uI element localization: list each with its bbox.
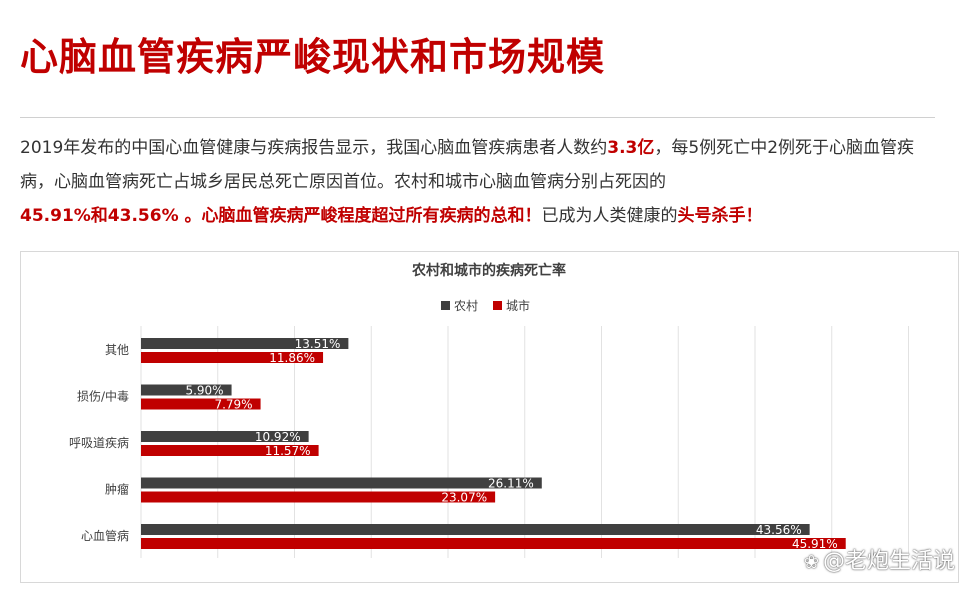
divider: [20, 117, 935, 118]
bar-rural: [141, 338, 349, 349]
intro-text-1: 2019年发布的中国心血管健康与疾病报告显示，我国心脑血管疾病患者人数约: [20, 138, 608, 158]
category-label: 其他: [105, 343, 129, 357]
intro-text-2: ，每5例死亡中2例死于心脑血管疾病，心脑血管病死亡占城乡居民总死亡原因首位。农村…: [20, 138, 915, 192]
bar-urban: [141, 398, 261, 410]
intro-highlight-rates: 45.91%和43.56% 。心脑血管疾病严峻程度超过所有疾病的总和！: [20, 206, 542, 226]
intro-highlight-killer: 头号杀手: [677, 206, 746, 226]
bar-rural: [141, 384, 232, 396]
data-label: 13.51%: [295, 337, 341, 351]
bar-rural: [141, 477, 542, 489]
data-label: 5.90%: [185, 384, 223, 398]
intro-text-3: 已成为人类健康的: [541, 206, 678, 226]
bar-urban: [141, 538, 846, 549]
bar-urban: [141, 445, 319, 456]
category-label: 心血管病: [81, 528, 129, 543]
watermark-text: @老炮生活说: [822, 549, 955, 574]
paw-icon: ❀: [803, 552, 819, 573]
legend-label-0: 农村: [454, 299, 478, 313]
page-title: 心脑血管疾病严峻现状和市场规模: [20, 35, 606, 79]
category-label: 肿瘤: [105, 482, 129, 497]
data-label: 23.07%: [441, 491, 487, 505]
data-label: 43.56%: [756, 523, 802, 537]
category-label: 损伤/中毒: [77, 389, 129, 404]
intro-highlight-patients: 3.3亿: [607, 138, 655, 158]
intro-paragraph: 2019年发布的中国心血管健康与疾病报告显示，我国心脑血管疾病患者人数约3.3亿…: [20, 131, 945, 233]
chart-container: 农村和城市的疾病死亡率农村 城市其他 13.51% 11.86% 损伤/中毒 5.90% 7…: [20, 251, 959, 583]
bar-urban: [141, 491, 496, 503]
bar-rural: [141, 524, 810, 535]
chart-title: 农村和城市的疾病死亡率: [411, 262, 566, 279]
data-label: 10.92%: [255, 430, 301, 444]
legend-swatch-1: [493, 301, 502, 310]
bar-urban: [141, 352, 324, 363]
data-label: 26.11%: [488, 477, 534, 491]
intro-highlight-exclaim: ！: [745, 206, 763, 226]
category-label: 呼吸道疾病: [69, 435, 129, 450]
data-label: 11.86%: [269, 351, 315, 365]
data-label: 7.79%: [214, 398, 252, 412]
bar-rural: [141, 431, 309, 442]
data-label: 11.57%: [265, 444, 311, 458]
watermark: ❀ @老炮生活说: [804, 543, 955, 575]
legend-label-1: 城市: [506, 298, 530, 313]
data-label: 45.91%: [792, 537, 838, 551]
legend-swatch-0: [441, 301, 450, 310]
